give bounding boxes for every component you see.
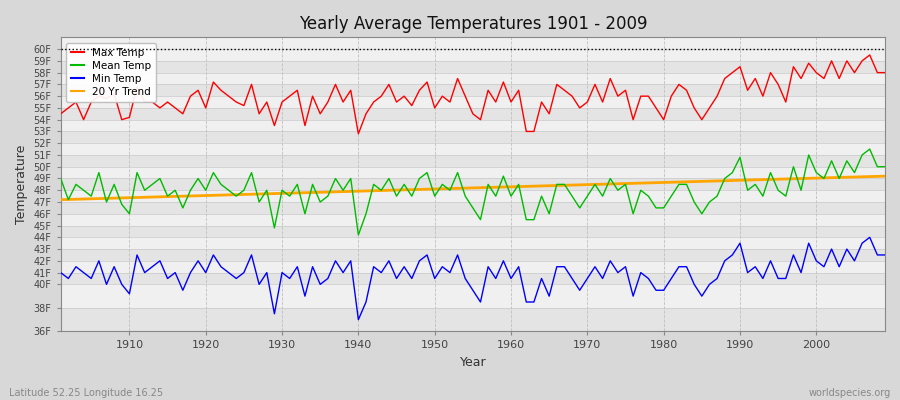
Bar bbox=[60, 272, 885, 284]
Min Temp bbox=[864, 235, 875, 240]
Min Temp bbox=[879, 252, 890, 257]
Max Temp bbox=[864, 52, 875, 57]
Bar bbox=[60, 84, 885, 96]
Max Temp bbox=[353, 131, 364, 136]
Min Temp bbox=[513, 264, 524, 269]
Text: worldspecies.org: worldspecies.org bbox=[809, 388, 891, 398]
Mean Temp bbox=[513, 182, 524, 187]
Mean Temp bbox=[330, 176, 341, 181]
Mean Temp bbox=[353, 232, 364, 237]
Bar bbox=[60, 261, 885, 272]
Bar bbox=[60, 132, 885, 143]
Y-axis label: Temperature: Temperature bbox=[15, 145, 28, 224]
Bar bbox=[60, 155, 885, 167]
Min Temp bbox=[116, 282, 127, 287]
Max Temp bbox=[55, 111, 66, 116]
Bar bbox=[60, 96, 885, 108]
Bar bbox=[60, 120, 885, 132]
Bar bbox=[60, 202, 885, 214]
Max Temp bbox=[506, 100, 517, 104]
Bar bbox=[60, 73, 885, 84]
Mean Temp bbox=[864, 147, 875, 152]
Min Temp bbox=[284, 276, 295, 281]
Line: Min Temp: Min Temp bbox=[60, 237, 885, 320]
Min Temp bbox=[330, 258, 341, 263]
Bar bbox=[60, 143, 885, 155]
Mean Temp bbox=[116, 202, 127, 207]
Legend: Max Temp, Mean Temp, Min Temp, 20 Yr Trend: Max Temp, Mean Temp, Min Temp, 20 Yr Tre… bbox=[66, 42, 157, 102]
Bar bbox=[60, 226, 885, 237]
Bar bbox=[60, 108, 885, 120]
Bar bbox=[60, 61, 885, 73]
Min Temp bbox=[506, 276, 517, 281]
Mean Temp bbox=[284, 194, 295, 198]
Mean Temp bbox=[506, 194, 517, 198]
Max Temp bbox=[879, 70, 890, 75]
Bar bbox=[60, 190, 885, 202]
Title: Yearly Average Temperatures 1901 - 2009: Yearly Average Temperatures 1901 - 2009 bbox=[299, 15, 647, 33]
Bar bbox=[60, 284, 885, 308]
Bar bbox=[60, 178, 885, 190]
Mean Temp bbox=[605, 176, 616, 181]
Mean Temp bbox=[879, 164, 890, 169]
Max Temp bbox=[116, 117, 127, 122]
Bar bbox=[60, 237, 885, 249]
Line: Max Temp: Max Temp bbox=[60, 55, 885, 134]
Text: Latitude 52.25 Longitude 16.25: Latitude 52.25 Longitude 16.25 bbox=[9, 388, 163, 398]
Line: Mean Temp: Mean Temp bbox=[60, 149, 885, 235]
Max Temp bbox=[284, 94, 295, 98]
Max Temp bbox=[605, 76, 616, 81]
Bar bbox=[60, 49, 885, 61]
Bar bbox=[60, 308, 885, 332]
Max Temp bbox=[330, 82, 341, 87]
Min Temp bbox=[605, 258, 616, 263]
Bar bbox=[60, 249, 885, 261]
Bar bbox=[60, 167, 885, 178]
Bar bbox=[60, 214, 885, 226]
Max Temp bbox=[513, 88, 524, 93]
Min Temp bbox=[55, 270, 66, 275]
X-axis label: Year: Year bbox=[460, 356, 486, 369]
Min Temp bbox=[353, 317, 364, 322]
Mean Temp bbox=[55, 176, 66, 181]
